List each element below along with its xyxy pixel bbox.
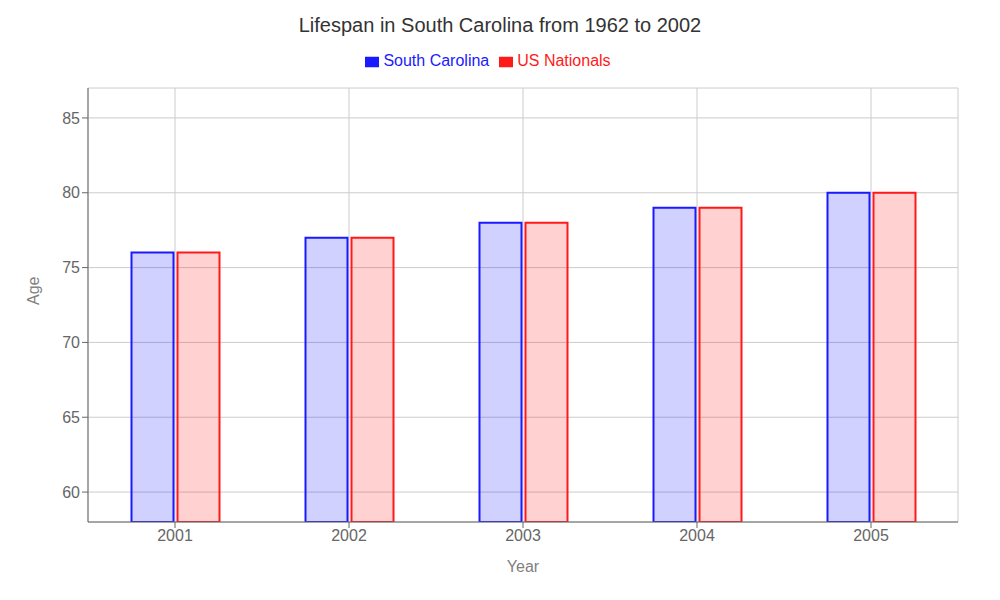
- svg-text:Age: Age: [25, 276, 42, 305]
- html-text:US Nationals: US Nationals: [517, 52, 611, 69]
- svg-text:80: 80: [62, 184, 80, 201]
- svg-text:Year: Year: [507, 558, 540, 575]
- svg-text:2002: 2002: [331, 527, 367, 544]
- svg-text:60: 60: [62, 484, 80, 501]
- html-text:Lifespan in South Carolina fro: Lifespan in South Carolina from 1962 to …: [298, 14, 702, 36]
- svg-text:2003: 2003: [505, 527, 541, 544]
- svg-text:2004: 2004: [679, 527, 715, 544]
- svg-text:65: 65: [62, 409, 80, 426]
- svg-text:85: 85: [62, 110, 80, 127]
- svg-text:2005: 2005: [853, 527, 889, 544]
- svg-text:75: 75: [62, 259, 80, 276]
- svg-text:2001: 2001: [157, 527, 193, 544]
- svg-text:70: 70: [62, 334, 80, 351]
- html-text:South Carolina: South Carolina: [383, 52, 490, 69]
